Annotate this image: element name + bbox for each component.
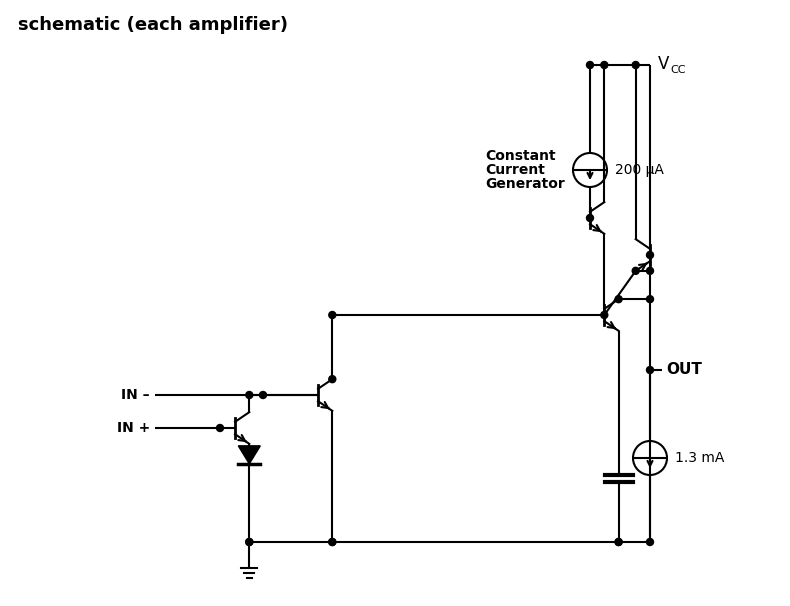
Circle shape — [615, 539, 622, 545]
Circle shape — [646, 251, 653, 259]
Text: IN +: IN + — [117, 421, 150, 435]
Circle shape — [615, 296, 622, 302]
Circle shape — [646, 539, 653, 545]
Circle shape — [601, 61, 608, 68]
Circle shape — [632, 267, 639, 275]
Text: Constant: Constant — [485, 149, 555, 163]
Text: OUT: OUT — [666, 362, 702, 378]
Polygon shape — [239, 446, 260, 464]
Circle shape — [216, 424, 224, 431]
Circle shape — [646, 296, 653, 302]
Text: schematic (each amplifier): schematic (each amplifier) — [18, 16, 288, 34]
Circle shape — [646, 367, 653, 373]
Circle shape — [646, 267, 653, 275]
Circle shape — [586, 215, 593, 222]
Text: 200 μA: 200 μA — [615, 163, 664, 177]
Circle shape — [586, 61, 593, 68]
Circle shape — [259, 391, 266, 399]
Circle shape — [246, 391, 253, 399]
Circle shape — [246, 539, 253, 545]
Text: IN –: IN – — [122, 388, 150, 402]
Circle shape — [329, 539, 336, 545]
Text: CC: CC — [670, 65, 686, 75]
Circle shape — [615, 539, 622, 545]
Circle shape — [601, 311, 608, 319]
Circle shape — [329, 311, 336, 319]
Text: Current: Current — [485, 163, 545, 177]
Circle shape — [329, 539, 336, 545]
Text: Generator: Generator — [485, 177, 565, 191]
Circle shape — [632, 61, 639, 68]
Circle shape — [246, 539, 253, 545]
Text: 1.3 mA: 1.3 mA — [675, 451, 724, 465]
Circle shape — [329, 376, 336, 382]
Text: V: V — [658, 55, 669, 73]
